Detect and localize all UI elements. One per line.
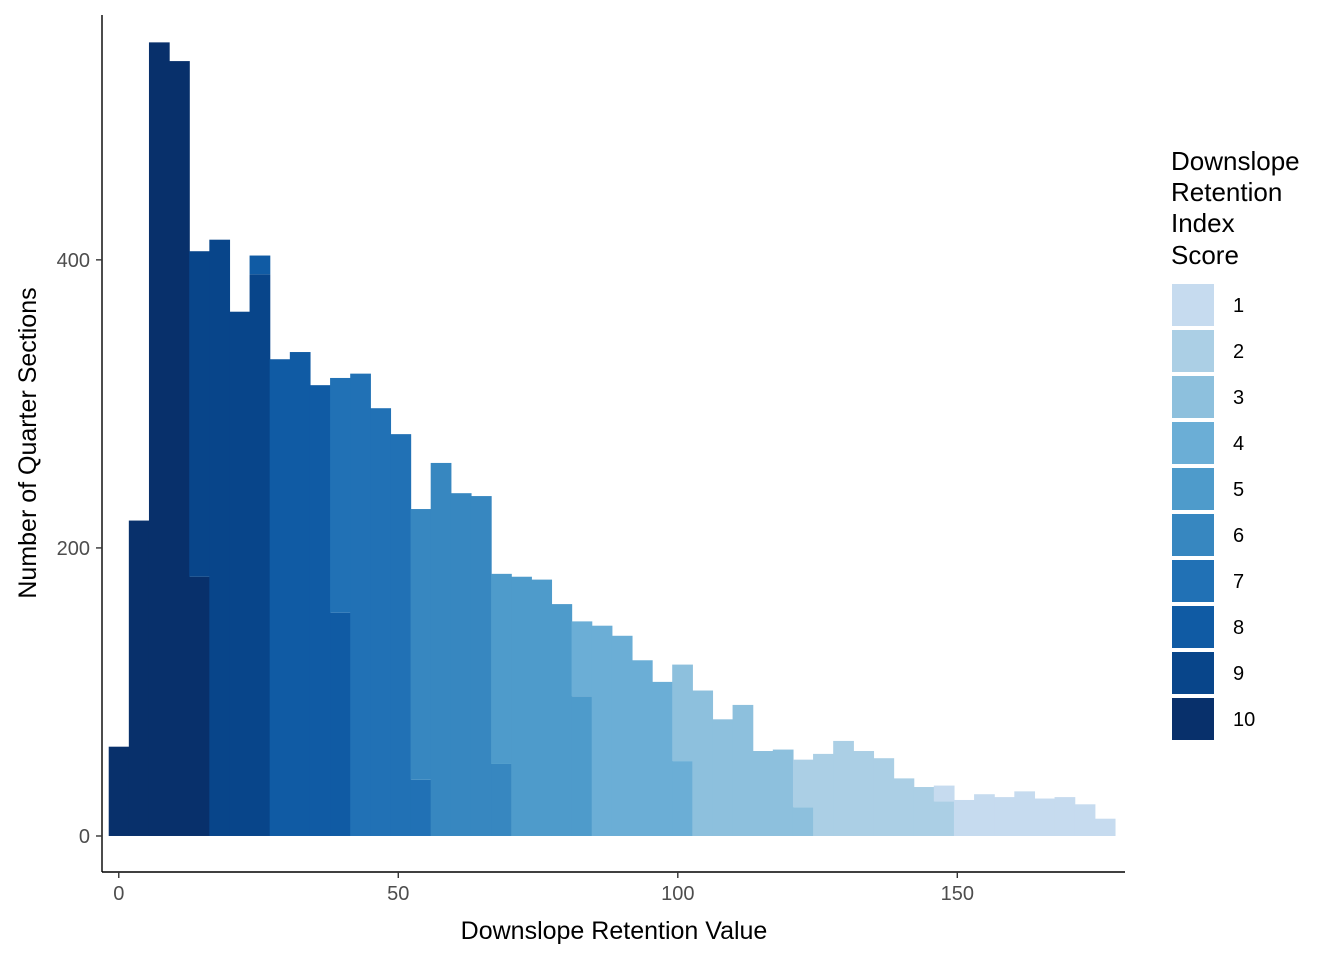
histogram-bar-segment xyxy=(933,801,955,836)
histogram-bar-segment xyxy=(792,807,814,836)
histogram-bar-segment xyxy=(1014,791,1036,836)
histogram-bar-segment xyxy=(330,612,351,836)
histogram-bar-segment xyxy=(813,753,834,836)
histogram-bar-segment xyxy=(752,751,774,836)
histogram-bar-segment xyxy=(672,664,693,762)
histogram-bar-segment xyxy=(309,385,331,836)
histogram-bar-segment xyxy=(1094,818,1116,836)
legend-key-swatch xyxy=(1172,652,1214,694)
legend-title-line: Retention xyxy=(1171,177,1282,207)
histogram-bar-segment xyxy=(1074,804,1096,836)
legend-key-swatch xyxy=(1172,468,1214,510)
y-axis-ticks: 0 200 400 xyxy=(57,250,102,848)
histogram-bar-segment xyxy=(169,61,190,836)
histogram-bar-segment xyxy=(732,704,754,836)
histogram-bar-segment xyxy=(148,42,170,837)
histogram-bar-segment xyxy=(491,763,512,836)
x-tick-label: 150 xyxy=(941,883,974,905)
histogram-bar-segment xyxy=(672,761,693,836)
histogram-bar-segment xyxy=(511,576,532,836)
histogram-bar-segment xyxy=(289,352,311,836)
legend-key-label: 4 xyxy=(1233,433,1244,455)
legend-keys: 1 2 3 4 5 6 7 8 9 10 xyxy=(1172,284,1255,740)
histogram-bar-segment xyxy=(833,740,854,836)
histogram-bar-segment xyxy=(1054,797,1076,836)
histogram-bar-segment xyxy=(209,239,231,836)
x-tick-label: 0 xyxy=(113,883,124,905)
histogram-bar-segment xyxy=(350,373,371,836)
legend-key-label: 7 xyxy=(1233,571,1244,593)
histogram-bar-segment xyxy=(470,496,492,836)
histogram-bar-segment xyxy=(953,799,975,836)
histogram-bar-segment xyxy=(189,251,210,577)
legend-key-label: 2 xyxy=(1233,341,1244,363)
histogram-bar-segment xyxy=(229,311,251,836)
x-axis-title: Downslope Retention Value xyxy=(461,917,768,945)
histogram-bar-segment xyxy=(994,797,1015,836)
histogram-bar-segment xyxy=(571,621,593,697)
histogram-bar-segment xyxy=(1034,798,1056,836)
legend-key-swatch xyxy=(1172,560,1214,602)
histogram-bar-segment xyxy=(772,749,794,836)
y-tick-label: 0 xyxy=(79,826,90,848)
histogram-bar-segment xyxy=(631,660,653,836)
bars-layer xyxy=(108,42,1116,837)
legend-key-swatch xyxy=(1172,514,1214,556)
y-tick-label: 400 xyxy=(57,250,90,272)
histogram-bar-segment xyxy=(933,785,955,802)
y-tick-label: 200 xyxy=(57,538,90,560)
histogram-bar-segment xyxy=(330,377,351,613)
histogram-bar-segment xyxy=(128,520,150,836)
histogram-bar-segment xyxy=(491,573,512,764)
histogram-bar-segment xyxy=(108,746,130,836)
histogram-bar-segment xyxy=(249,255,271,275)
histogram-bar-segment xyxy=(410,779,432,836)
legend-title-line: Score xyxy=(1171,240,1239,270)
legend-title-line: Downslope xyxy=(1171,146,1300,176)
legend-key-swatch xyxy=(1172,422,1214,464)
histogram-bar-segment xyxy=(792,759,814,808)
histogram-bar-segment xyxy=(571,696,593,836)
legend-key-label: 9 xyxy=(1233,663,1244,685)
legend-key-swatch xyxy=(1172,376,1214,418)
legend-key-swatch xyxy=(1172,698,1214,740)
legend-key-label: 6 xyxy=(1233,525,1244,547)
histogram-bar-segment xyxy=(974,794,995,836)
histogram-bar-segment xyxy=(551,604,573,836)
histogram-bar-segment xyxy=(450,493,472,836)
histogram-bar-segment xyxy=(269,359,291,836)
histogram-bar-segment xyxy=(591,625,613,836)
histogram-bar-segment xyxy=(873,758,895,836)
histogram-bar-segment xyxy=(430,462,452,836)
legend-key-swatch xyxy=(1172,284,1214,326)
legend-key-swatch xyxy=(1172,330,1214,372)
x-axis-ticks: 0 50 100 150 xyxy=(113,872,974,905)
x-tick-label: 100 xyxy=(661,883,694,905)
axes-layer: 0 50 100 150 0 200 400 xyxy=(57,15,1125,905)
legend-key-swatch xyxy=(1172,606,1214,648)
legend: Downslope Retention Index Score 1 2 3 4 5 6 7 8… xyxy=(1171,146,1300,740)
legend-key-label: 5 xyxy=(1233,479,1244,501)
legend-key-label: 1 xyxy=(1233,295,1244,317)
histogram-bar-segment xyxy=(913,787,935,836)
histogram-bar-segment xyxy=(390,434,412,836)
histogram-bar-segment xyxy=(249,274,271,836)
histogram-bar-segment xyxy=(712,719,734,836)
y-axis-title: Number of Quarter Sections xyxy=(14,287,42,598)
histogram-bar-segment xyxy=(853,751,875,836)
legend-title-line: Index xyxy=(1171,208,1235,238)
histogram-bar-segment xyxy=(189,576,210,836)
histogram-bar-segment xyxy=(370,408,392,836)
histogram-bar-segment xyxy=(652,681,673,836)
histogram-bar-segment xyxy=(692,690,714,836)
histogram-bar-segment xyxy=(893,778,915,836)
histogram-bar-segment xyxy=(611,635,633,836)
histogram-bar-segment xyxy=(531,579,553,836)
legend-key-label: 8 xyxy=(1233,617,1244,639)
legend-key-label: 3 xyxy=(1233,387,1244,409)
histogram-bar-segment xyxy=(410,509,432,780)
x-tick-label: 50 xyxy=(387,883,409,905)
legend-key-label: 10 xyxy=(1233,709,1255,731)
